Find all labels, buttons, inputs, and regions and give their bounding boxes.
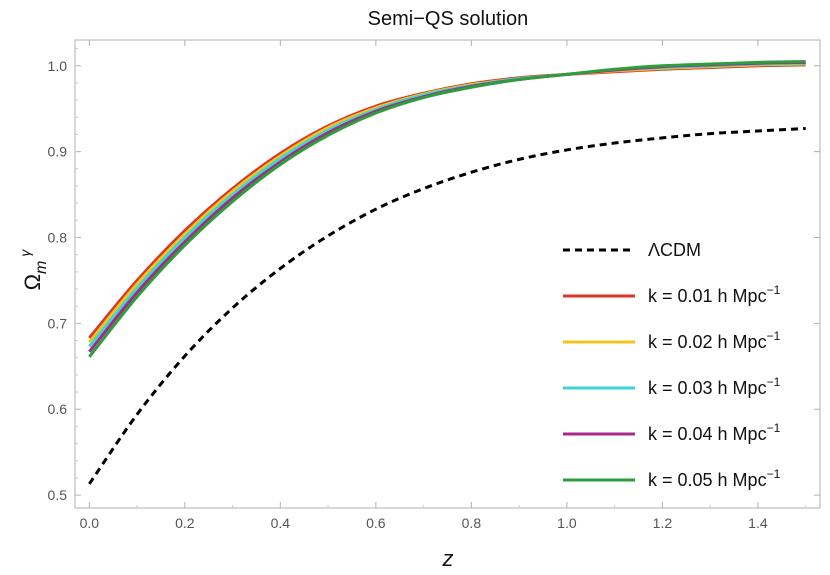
y-tick-label: 0.8	[48, 230, 68, 246]
y-axis-label-base: Ω	[20, 274, 45, 290]
y-axis-label-sup: γ	[17, 249, 33, 257]
chart-title: Semi−QS solution	[368, 8, 529, 30]
legend-label-main: k = 0.03 h Mpc	[648, 378, 767, 398]
axis-ticks: 0.0 0.2 0.4 0.6 0.8 1.0 1.2 1.4 0.5 0.6 0.7 0.8 0.9 1…	[48, 40, 820, 531]
legend-label-main: k = 0.04 h Mpc	[648, 424, 767, 444]
series-line	[88, 60, 806, 353]
y-tick-label: 0.7	[48, 315, 68, 331]
legend-label: k = 0.03 h Mpc−1	[648, 375, 781, 398]
legend-label-main: k = 0.02 h Mpc	[648, 332, 767, 352]
series-layer	[88, 59, 806, 485]
x-axis-label: z	[442, 546, 454, 571]
legend-label: k = 0.01 h Mpc−1	[648, 283, 781, 306]
series-line	[88, 126, 806, 485]
x-tick-label: 0.2	[175, 515, 195, 531]
legend-label-sup: −1	[767, 283, 781, 297]
x-tick-label: 1.2	[653, 515, 673, 531]
legend-label-main: k = 0.01 h Mpc	[648, 286, 767, 306]
x-tick-label: 1.4	[748, 515, 768, 531]
legend-label-sup: −1	[767, 375, 781, 389]
y-axis-label-text: Ωmγ	[17, 249, 50, 291]
y-tick-label: 0.5	[48, 487, 68, 503]
legend-label: k = 0.02 h Mpc−1	[648, 329, 781, 352]
plot-frame	[74, 39, 821, 509]
x-tick-label: 0.0	[80, 515, 100, 531]
y-axis-label-sub: m	[33, 261, 50, 274]
legend-label-sup: −1	[767, 467, 781, 481]
legend-label: ΛCDM	[648, 240, 701, 260]
y-tick-label: 0.6	[48, 401, 68, 417]
y-tick-label: 1.0	[48, 58, 68, 74]
x-tick-label: 0.4	[271, 515, 291, 531]
legend-label-main: ΛCDM	[648, 240, 701, 260]
legend-label-main: k = 0.05 h Mpc	[648, 470, 767, 490]
legend-label: k = 0.04 h Mpc−1	[648, 421, 781, 444]
legend-label-sup: −1	[767, 329, 781, 343]
x-tick-label: 0.6	[366, 515, 386, 531]
x-tick-label: 1.0	[557, 515, 577, 531]
y-tick-label: 0.9	[48, 144, 68, 160]
legend-label: k = 0.05 h Mpc−1	[648, 467, 781, 490]
legend-label-sup: −1	[767, 421, 781, 435]
y-axis-label: Ωmγ	[17, 249, 50, 291]
series-line	[88, 59, 806, 358]
x-tick-label: 0.8	[462, 515, 482, 531]
